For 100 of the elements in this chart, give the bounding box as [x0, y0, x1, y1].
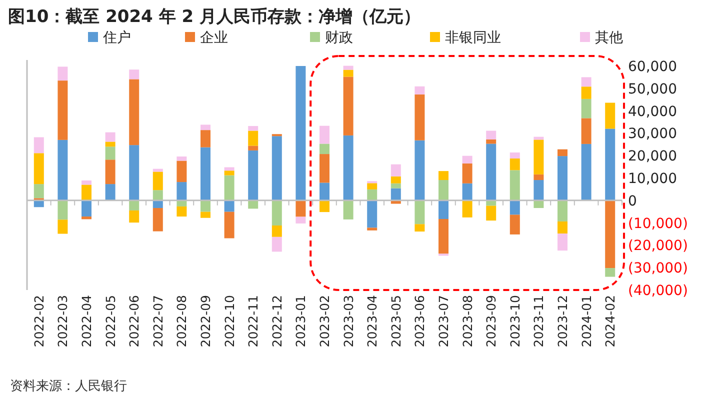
- x-tick-label: 2023-07: [436, 295, 451, 348]
- bar: [58, 66, 68, 81]
- x-tick-label: 2022-02: [31, 295, 46, 348]
- x-tick-label: 2022-07: [150, 295, 166, 348]
- bar: [558, 234, 568, 251]
- x-tick-label: 2022-04: [79, 294, 94, 348]
- bar: [34, 184, 44, 198]
- bar: [82, 184, 92, 200]
- x-tick-label: 2023-12: [555, 295, 570, 348]
- bar: [200, 130, 210, 148]
- bar: [129, 210, 140, 223]
- x-tick-label: 2023-06: [412, 294, 428, 348]
- bar: [34, 153, 44, 184]
- x-tick-label: 2022-06: [126, 294, 142, 348]
- bar: [129, 70, 140, 80]
- bar: [510, 152, 520, 159]
- bar: [438, 180, 448, 200]
- bar: [82, 216, 92, 220]
- bar: [343, 70, 354, 77]
- bar: [486, 144, 496, 200]
- bar: [296, 216, 306, 224]
- bar: [367, 228, 378, 230]
- bar: [581, 86, 592, 99]
- bar: [320, 144, 330, 154]
- x-tick-label: 2023-04: [364, 294, 380, 348]
- bar: [462, 156, 472, 164]
- bar: [224, 170, 234, 176]
- legend-label: 财政: [325, 30, 353, 46]
- legend-label: 非银同业: [445, 30, 501, 46]
- legend-label: 其他: [595, 30, 623, 46]
- bar: [581, 144, 592, 200]
- bar: [605, 128, 616, 200]
- bar: [152, 172, 163, 190]
- bar: [581, 118, 592, 144]
- x-tick-label: 2023-08: [460, 294, 475, 348]
- chart-title: 图10：截至 2024 年 2 月人民币存款：净增（亿元）: [8, 7, 420, 27]
- x-tick-label: 2023-03: [340, 295, 356, 348]
- y-tick-label: (20,000): [628, 238, 688, 254]
- x-tick-label: 2023-10: [507, 294, 522, 348]
- bar: [486, 206, 496, 221]
- bar: [248, 126, 258, 131]
- bar: [248, 150, 258, 200]
- legend-label: 企业: [200, 30, 228, 46]
- bar: [486, 200, 496, 206]
- bar: [558, 221, 568, 234]
- text: 资料来源：人民银行: [10, 379, 127, 394]
- bar: [510, 158, 520, 170]
- bar: [367, 200, 378, 228]
- y-tick-label: 60,000: [628, 59, 677, 75]
- bar: [152, 200, 163, 208]
- bar: [390, 183, 401, 188]
- bar: [272, 136, 282, 200]
- bar: [462, 200, 472, 218]
- x-tick-label: 2023-02: [317, 295, 332, 348]
- y-tick-label: 20,000: [628, 148, 677, 165]
- x-tick-label: 2022-12: [269, 295, 284, 348]
- y-tick-label: 50,000: [628, 81, 677, 98]
- bar: [414, 140, 425, 200]
- bar: [105, 146, 116, 160]
- y-tick-label: 40,000: [628, 104, 677, 120]
- y-tick-label: 10,000: [628, 171, 677, 187]
- bar: [320, 200, 330, 212]
- bar: [224, 167, 234, 171]
- bar: [176, 206, 187, 217]
- bar: [248, 130, 258, 146]
- bar: [486, 139, 496, 144]
- bar: [343, 76, 354, 136]
- bar: [438, 200, 448, 219]
- bar: [414, 200, 425, 224]
- bar: [200, 124, 210, 130]
- bar: [224, 200, 234, 212]
- bar: [605, 200, 616, 268]
- bar: [486, 130, 496, 140]
- y-tick-label: 0: [628, 193, 637, 210]
- x-tick-label: 2024-01: [578, 295, 594, 348]
- x-tick-label: 2023-11: [531, 295, 546, 348]
- y-tick-label: (30,000): [628, 260, 688, 277]
- bar: [58, 140, 68, 200]
- bar: [224, 212, 234, 238]
- bar: [558, 149, 568, 156]
- bar: [105, 160, 116, 184]
- bar: [58, 220, 68, 234]
- y-tick-label: (10,000): [628, 216, 688, 232]
- bar: [367, 189, 378, 200]
- x-tick-label: 2022-11: [246, 295, 261, 348]
- bar: [343, 200, 354, 220]
- bar: [248, 200, 258, 209]
- bar: [248, 146, 258, 150]
- bar: [390, 188, 401, 200]
- bar: [414, 86, 425, 94]
- bar: [414, 224, 425, 232]
- bar: [176, 200, 187, 206]
- bar: [129, 200, 140, 210]
- bar: [272, 200, 282, 226]
- bar: [534, 174, 544, 180]
- bar: [581, 98, 592, 118]
- bar: [176, 160, 187, 182]
- bar: [200, 212, 210, 218]
- bar: [129, 79, 140, 146]
- x-tick-label: 2023-09: [484, 294, 499, 348]
